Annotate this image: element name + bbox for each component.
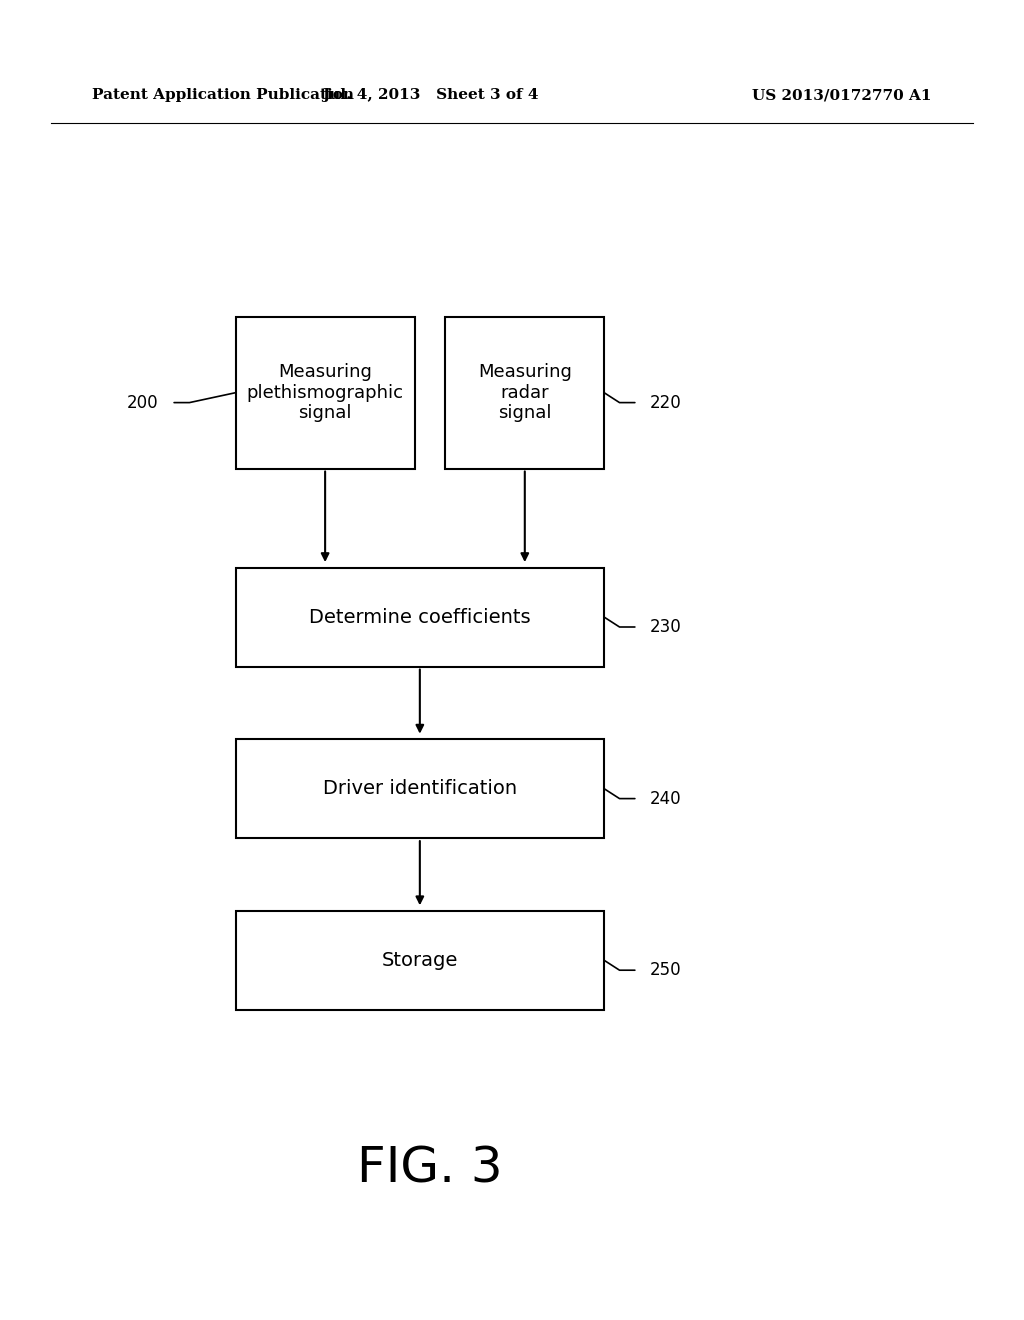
Text: US 2013/0172770 A1: US 2013/0172770 A1 xyxy=(753,88,932,102)
Text: 200: 200 xyxy=(127,393,159,412)
FancyBboxPatch shape xyxy=(236,739,604,838)
FancyBboxPatch shape xyxy=(236,317,415,469)
Text: 230: 230 xyxy=(650,618,682,636)
Text: Measuring
plethismographic
signal: Measuring plethismographic signal xyxy=(247,363,403,422)
Text: Patent Application Publication: Patent Application Publication xyxy=(92,88,354,102)
Text: Driver identification: Driver identification xyxy=(323,779,517,799)
FancyBboxPatch shape xyxy=(236,911,604,1010)
Text: Storage: Storage xyxy=(382,950,458,970)
Text: Measuring
radar
signal: Measuring radar signal xyxy=(478,363,571,422)
Text: 250: 250 xyxy=(650,961,682,979)
Text: Determine coefficients: Determine coefficients xyxy=(309,607,530,627)
Text: Jul. 4, 2013   Sheet 3 of 4: Jul. 4, 2013 Sheet 3 of 4 xyxy=(322,88,539,102)
Text: FIG. 3: FIG. 3 xyxy=(357,1144,503,1192)
Text: 220: 220 xyxy=(650,393,682,412)
FancyBboxPatch shape xyxy=(445,317,604,469)
Text: 240: 240 xyxy=(650,789,682,808)
FancyBboxPatch shape xyxy=(236,568,604,667)
